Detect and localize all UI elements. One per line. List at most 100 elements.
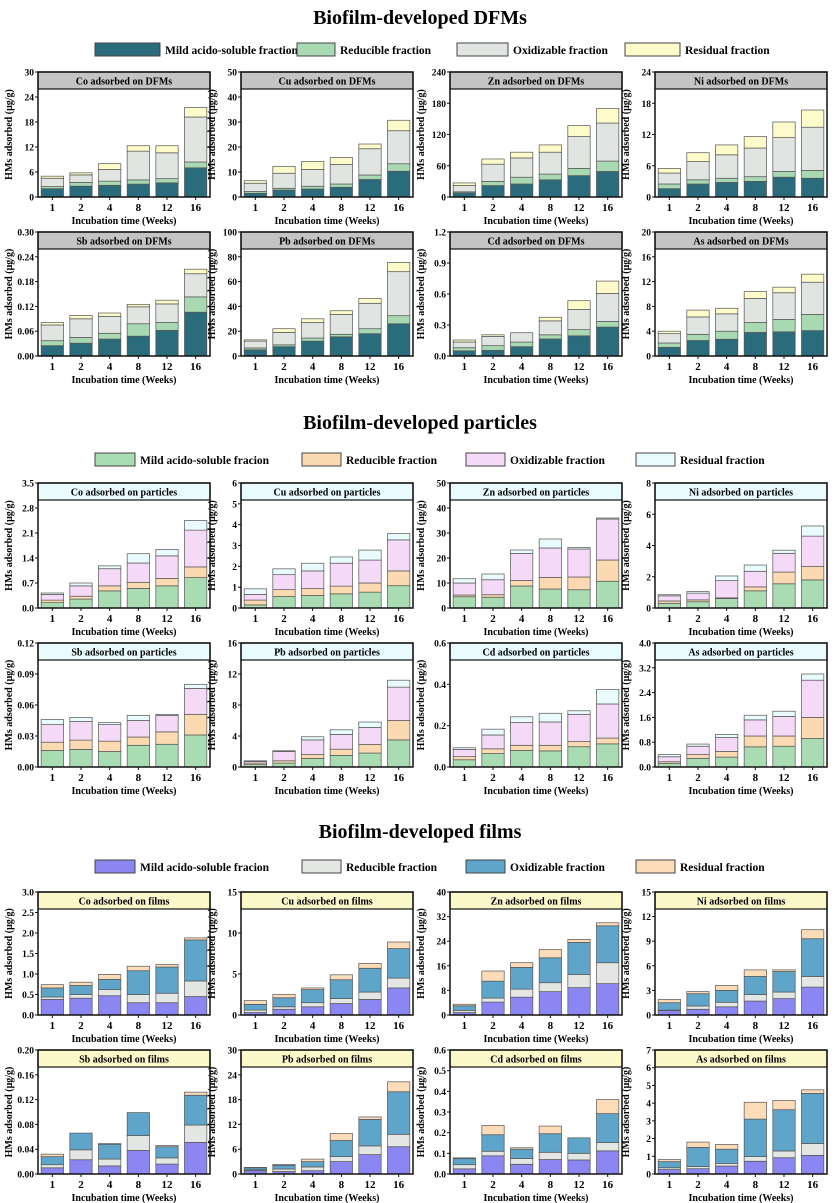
y-tick-label: 120 — [432, 131, 447, 141]
bar-segment — [243, 180, 267, 184]
x-tick-label: 2 — [281, 361, 287, 373]
bar-stack — [358, 297, 382, 357]
bar-segment — [126, 183, 150, 198]
bar-stack — [772, 121, 796, 198]
y-tick-label: 0 — [232, 764, 237, 774]
bar-segment — [772, 735, 796, 747]
bar-segment — [358, 1154, 382, 1175]
y-tick-label: 0 — [646, 1171, 651, 1181]
bar-segment — [301, 169, 325, 187]
bar-segment — [184, 167, 208, 198]
bar-segment — [743, 322, 767, 333]
bar-segment — [272, 1164, 296, 1166]
bar-segment — [272, 346, 296, 357]
bar-segment — [329, 1156, 353, 1162]
bar-stack — [538, 144, 562, 198]
bar-segment — [801, 679, 825, 718]
bar-segment — [567, 987, 591, 1016]
bar-stack — [567, 547, 591, 609]
y-tick-label: 0.12 — [17, 1096, 34, 1106]
x-tick-label: 1 — [253, 1179, 259, 1191]
bar-stack — [98, 163, 122, 198]
bar-segment — [243, 1003, 267, 1011]
bar-segment — [596, 1150, 620, 1175]
bar-segment — [387, 1091, 411, 1135]
bar-segment — [126, 994, 150, 1004]
y-tick-label: 2 — [646, 1135, 651, 1145]
bar-segment — [387, 686, 411, 721]
y-tick-label: 0 — [232, 1012, 237, 1022]
plot-area — [38, 892, 210, 1015]
bar-segment — [243, 182, 267, 192]
bar-segment — [772, 1100, 796, 1111]
plot-frame — [654, 231, 828, 357]
bar-stack — [567, 1137, 591, 1175]
y-axis-label: HMs adsorbed (μg/g) — [207, 908, 218, 999]
bar-stack — [596, 689, 620, 768]
bar-segment — [358, 1116, 382, 1120]
bar-segment — [69, 1159, 93, 1175]
plot-area — [38, 232, 210, 356]
x-tick-label: 8 — [136, 202, 142, 214]
legend-swatch — [635, 452, 676, 467]
bar-segment — [772, 319, 796, 333]
bar-stack — [40, 1153, 64, 1175]
plot-area — [450, 483, 622, 608]
y-tick-label: 0.6 — [434, 1047, 446, 1057]
bar-segment — [98, 724, 122, 742]
bar-segment — [596, 962, 620, 984]
y-axis-label: HMs adsorbed (μg/g) — [621, 89, 632, 180]
bar-segment — [69, 318, 93, 338]
legend-item: Reducible fraction — [301, 452, 438, 467]
bar-segment — [452, 1164, 476, 1170]
plot-frame — [37, 1049, 211, 1175]
x-tick-label: 2 — [695, 1020, 701, 1032]
bar-segment — [596, 517, 620, 520]
y-tick-label: 40 — [437, 889, 447, 899]
x-tick-label: 16 — [602, 613, 614, 625]
legend-swatch — [465, 452, 506, 467]
bar-segment — [452, 1003, 476, 1007]
bar-segment — [452, 747, 476, 750]
chart-title: Zn adsorbed on DFMs — [488, 77, 585, 88]
bar-segment — [272, 574, 296, 591]
bar-segment — [686, 757, 710, 768]
bar-segment — [801, 976, 825, 988]
bar-segment — [686, 743, 710, 747]
y-tick-label: 0.12 — [17, 303, 34, 313]
x-tick-label: 12 — [779, 772, 791, 784]
x-tick-label: 16 — [393, 202, 405, 214]
bar-segment — [801, 109, 825, 128]
x-tick-label: 1 — [50, 1020, 56, 1032]
plot-frame — [37, 71, 211, 198]
y-axis-label: HMs adsorbed (μg/g) — [621, 249, 632, 340]
bar-segment — [657, 756, 681, 763]
bar-stack — [743, 136, 767, 198]
y-tick-label: 180 — [432, 100, 447, 110]
x-tick-label: 16 — [393, 361, 405, 373]
bar-segment — [126, 335, 150, 357]
bar-segment — [155, 992, 179, 1004]
x-tick-label: 12 — [574, 613, 586, 625]
bar-segment — [481, 579, 505, 596]
x-tick-label: 12 — [162, 613, 174, 625]
x-axis-label: Incubation time (Weeks) — [689, 786, 794, 797]
bar-segment — [481, 181, 505, 186]
bar-segment — [657, 342, 681, 348]
bar-stack — [481, 573, 505, 609]
bar-segment — [772, 710, 796, 717]
bar-segment — [596, 922, 620, 927]
bar-segment — [510, 1147, 534, 1150]
x-tick-label: 1 — [50, 1179, 56, 1191]
bar-segment — [358, 744, 382, 754]
bar-segment — [743, 1118, 767, 1157]
y-tick-label: 3 — [646, 1117, 651, 1127]
legend-swatch — [301, 452, 342, 467]
bar-segment — [301, 987, 325, 990]
bar-stack — [387, 679, 411, 768]
x-tick-label: 2 — [281, 202, 287, 214]
